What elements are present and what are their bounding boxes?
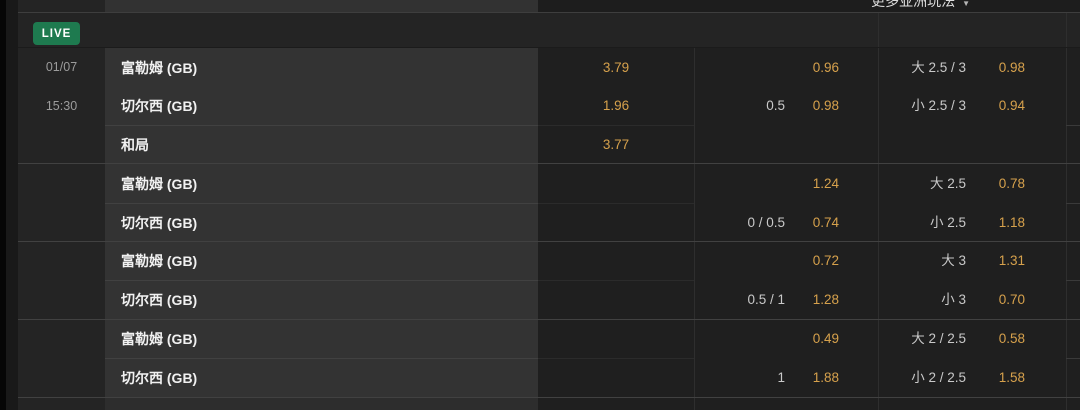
over-under-selection: 大 2 / 2.5 — [911, 331, 966, 346]
time-column — [18, 0, 105, 410]
over-under-odds[interactable]: 0.94 — [998, 98, 1025, 113]
header-partial-name-cell — [105, 0, 538, 12]
block-divider — [18, 397, 1080, 398]
row-divider — [105, 203, 538, 204]
handicap-odds[interactable]: 1.28 — [812, 292, 839, 307]
over-under-odds[interactable]: 1.58 — [998, 370, 1025, 385]
over-under-odds[interactable]: 1.31 — [998, 253, 1025, 268]
team-name-cell: 切尔西 (GB) — [105, 281, 538, 319]
team-name-cell: 和局 — [105, 126, 538, 163]
more-asian-plays-label: 更多亚洲玩法 — [871, 0, 956, 9]
handicap-value: 0 / 0.5 — [747, 215, 785, 230]
row-divider — [538, 203, 694, 204]
handicap-value: 1 — [777, 370, 785, 385]
team-name-cell: 富勒姆 (GB) — [105, 320, 538, 358]
odds-1x2-home[interactable]: 3.79 — [602, 60, 630, 75]
odds-1x2-draw[interactable]: 3.77 — [602, 137, 630, 152]
row-divider — [18, 12, 1080, 13]
row-divider — [18, 47, 1080, 48]
over-under-odds[interactable]: 0.70 — [998, 292, 1025, 307]
block-divider — [18, 319, 1080, 320]
handicap-odds[interactable]: 0.98 — [812, 98, 839, 113]
team-name-cell: 富勒姆 (GB) — [105, 242, 538, 280]
column-divider — [1066, 13, 1067, 410]
team-name-cell-partial — [105, 398, 538, 410]
handicap-odds[interactable]: 0.72 — [812, 253, 839, 268]
team-name-cell: 切尔西 (GB) — [105, 204, 538, 241]
handicap-odds[interactable]: 0.49 — [812, 331, 839, 346]
over-under-odds[interactable]: 0.58 — [998, 331, 1025, 346]
over-under-selection: 小 2.5 — [929, 215, 966, 230]
row-divider — [538, 280, 694, 281]
odds-1x2-away[interactable]: 1.96 — [602, 98, 630, 113]
block-divider — [18, 241, 1080, 242]
row-divider — [1066, 125, 1080, 126]
over-under-selection: 大 2.5 — [929, 176, 966, 191]
over-under-odds[interactable]: 1.18 — [998, 215, 1025, 230]
page-edge-strip — [0, 0, 6, 410]
live-row-band — [18, 13, 1080, 47]
row-divider — [105, 125, 538, 126]
sidebar-edge-strip — [6, 0, 18, 410]
row-divider — [538, 358, 694, 359]
column-divider — [694, 48, 695, 410]
team-name-cell: 切尔西 (GB) — [105, 87, 538, 125]
handicap-odds[interactable]: 1.88 — [812, 370, 839, 385]
row-divider — [538, 125, 694, 126]
team-name-cell: 富勒姆 (GB) — [105, 164, 538, 203]
match-date: 01/07 — [45, 60, 78, 74]
match-time: 15:30 — [45, 99, 78, 113]
handicap-odds[interactable]: 0.74 — [812, 215, 839, 230]
handicap-odds[interactable]: 0.96 — [812, 60, 839, 75]
team-name-cell: 切尔西 (GB) — [105, 359, 538, 397]
header-partial-odds-area — [538, 0, 1080, 12]
more-asian-plays-button[interactable]: 更多亚洲玩法 ▼ — [700, 0, 970, 11]
over-under-selection: 小 2 / 2.5 — [911, 370, 966, 385]
over-under-selection: 小 2.5 / 3 — [911, 98, 966, 113]
over-under-selection: 大 3 — [941, 253, 966, 268]
column-divider — [878, 13, 879, 410]
row-divider — [1066, 203, 1080, 204]
live-badge: LIVE — [33, 22, 80, 45]
handicap-value: 0.5 — [766, 98, 785, 113]
over-under-selection: 大 2.5 / 3 — [911, 60, 966, 75]
caret-down-icon: ▼ — [962, 0, 970, 8]
over-under-selection: 小 3 — [941, 292, 966, 307]
handicap-value: 0.5 / 1 — [747, 292, 785, 307]
row-divider — [105, 280, 538, 281]
team-name-cell: 富勒姆 (GB) — [105, 48, 538, 87]
row-divider — [1066, 358, 1080, 359]
handicap-odds[interactable]: 1.24 — [812, 176, 839, 191]
over-under-odds[interactable]: 0.98 — [998, 60, 1025, 75]
over-under-odds[interactable]: 0.78 — [998, 176, 1025, 191]
row-divider — [1066, 280, 1080, 281]
block-divider — [18, 163, 1080, 164]
row-divider — [105, 358, 538, 359]
